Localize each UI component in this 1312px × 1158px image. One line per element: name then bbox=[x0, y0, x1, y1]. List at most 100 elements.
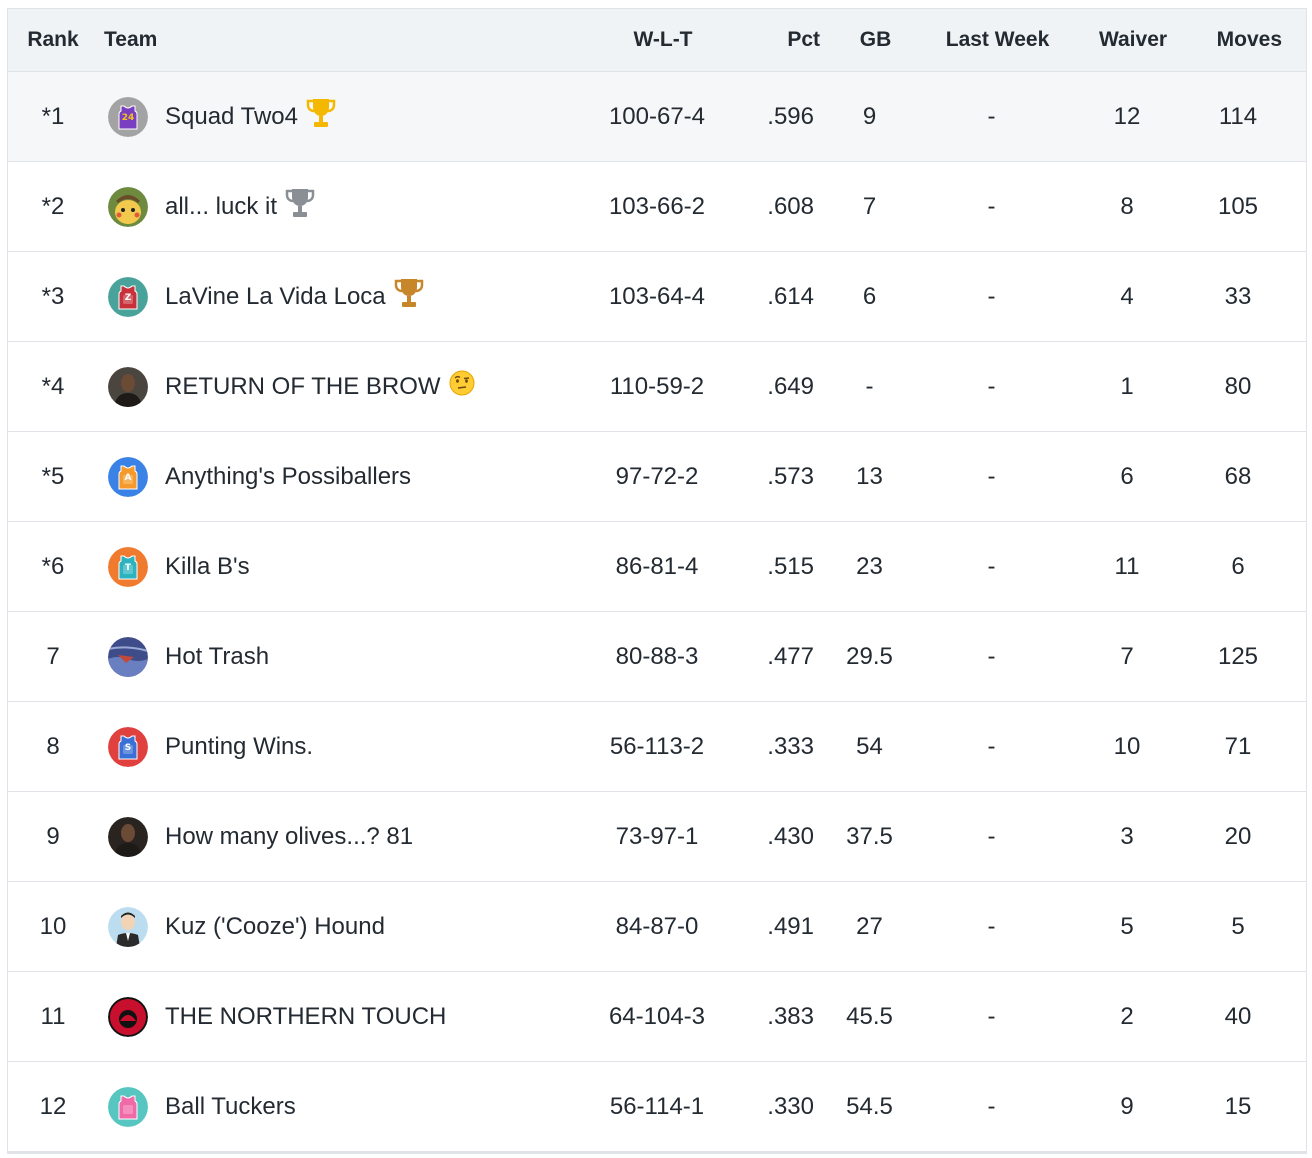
last-week-cell: - bbox=[987, 732, 996, 760]
pct-cell: .333 bbox=[767, 732, 814, 760]
portrait-photo-avatar[interactable] bbox=[108, 816, 148, 857]
waiver-cell: 10 bbox=[1113, 732, 1141, 760]
gb-cell: 13 bbox=[856, 462, 883, 490]
wlt-cell: 97-72-2 bbox=[615, 462, 699, 490]
team-name-link[interactable]: all... luck it bbox=[165, 192, 278, 220]
rank-cell: *1 bbox=[41, 102, 65, 130]
wlt-cell: 64-104-3 bbox=[608, 1002, 706, 1030]
team-cell: T Killa B's bbox=[98, 546, 584, 587]
moves-cell: 71 bbox=[1224, 732, 1252, 760]
cartoon-suit-avatar[interactable] bbox=[108, 906, 148, 947]
table-row: *1 24 Squad Two4 100-67-4 .596 9 - 12 114 bbox=[8, 72, 1306, 162]
team-name-link[interactable]: THE NORTHERN TOUCH bbox=[165, 1002, 447, 1030]
team-cell: all... luck it bbox=[98, 186, 584, 227]
table-row: *6 T Killa B's 86-81-4 .515 23 - 11 6 bbox=[8, 522, 1306, 612]
team-name-link[interactable]: RETURN OF THE BROW bbox=[165, 372, 441, 400]
jersey-t-avatar[interactable]: T bbox=[108, 546, 148, 587]
table-row: 10 Kuz ('Cooze') Hound 84-87-0 .491 27 - 5 5 bbox=[8, 882, 1306, 972]
team-cell: Z LaVine La Vida Loca bbox=[98, 276, 584, 317]
team-cell: RETURN OF THE BROW bbox=[98, 366, 584, 407]
table-row: 9 How many olives...? 81 73-97-1 .430 37.5 - 3… bbox=[8, 792, 1306, 882]
wlt-cell: 100-67-4 bbox=[608, 102, 706, 130]
pct-cell: .491 bbox=[767, 912, 814, 940]
column-header-wlt[interactable]: W-L-T bbox=[633, 28, 693, 51]
wlt-cell: 103-64-4 bbox=[608, 282, 706, 310]
pct-cell: .649 bbox=[767, 372, 814, 400]
column-header-last-week[interactable]: Last Week bbox=[945, 28, 1050, 51]
team-cell: How many olives...? 81 bbox=[98, 816, 584, 857]
column-header-moves[interactable]: Moves bbox=[1216, 28, 1282, 51]
raptors-logo-avatar[interactable] bbox=[108, 996, 148, 1037]
wlt-cell: 86-81-4 bbox=[615, 552, 699, 580]
gb-cell: 45.5 bbox=[846, 1002, 893, 1030]
rank-cell: 7 bbox=[46, 642, 60, 670]
waiver-cell: 1 bbox=[1120, 372, 1134, 400]
moves-cell: 20 bbox=[1224, 822, 1252, 850]
jersey-24-avatar[interactable]: 24 bbox=[108, 96, 148, 137]
team-cell: Ball Tuckers bbox=[98, 1086, 584, 1127]
moves-cell: 5 bbox=[1231, 912, 1245, 940]
jersey-s-avatar[interactable]: S bbox=[108, 726, 148, 767]
rank-cell: *3 bbox=[41, 282, 65, 310]
team-name-link[interactable]: Kuz ('Cooze') Hound bbox=[165, 912, 385, 940]
pct-cell: .383 bbox=[767, 1002, 814, 1030]
team-name-link[interactable]: Hot Trash bbox=[165, 642, 270, 670]
waiver-cell: 8 bbox=[1120, 192, 1134, 220]
table-row: *3 Z LaVine La Vida Loca 103-64-4 .614 6 - 4 33 bbox=[8, 252, 1306, 342]
pikachu-photo-avatar[interactable] bbox=[108, 186, 148, 227]
rank-cell: *4 bbox=[41, 372, 65, 400]
waiver-cell: 5 bbox=[1120, 912, 1134, 940]
column-header-rank[interactable]: Rank bbox=[27, 28, 79, 51]
column-header-gb[interactable]: GB bbox=[859, 28, 892, 51]
moves-cell: 33 bbox=[1224, 282, 1252, 310]
column-header-team[interactable]: Team bbox=[104, 28, 158, 51]
jersey-z-avatar[interactable]: Z bbox=[108, 276, 148, 317]
team-name-link[interactable]: Killa B's bbox=[165, 552, 250, 580]
last-week-cell: - bbox=[987, 1002, 996, 1030]
team-name-link[interactable]: Squad Two4 bbox=[165, 102, 298, 130]
moves-cell: 40 bbox=[1224, 1002, 1252, 1030]
jersey-letter: 24 bbox=[121, 112, 135, 123]
team-name-link[interactable]: LaVine La Vida Loca bbox=[165, 282, 386, 310]
rank-cell: 9 bbox=[46, 822, 60, 850]
team-cell: S Punting Wins. bbox=[98, 726, 584, 767]
wlt-cell: 103-66-2 bbox=[608, 192, 706, 220]
last-week-cell: - bbox=[987, 552, 996, 580]
raised-eyebrow-emoji bbox=[449, 370, 475, 403]
jersey-pink-avatar[interactable] bbox=[108, 1086, 148, 1127]
pct-cell: .430 bbox=[767, 822, 814, 850]
team-name-link[interactable]: Ball Tuckers bbox=[165, 1092, 296, 1120]
player-photo-avatar[interactable] bbox=[108, 366, 148, 407]
team-name-link[interactable]: How many olives...? 81 bbox=[165, 822, 414, 850]
pct-cell: .477 bbox=[767, 642, 814, 670]
pct-cell: .515 bbox=[767, 552, 814, 580]
jersey-letter: S bbox=[124, 742, 132, 753]
gb-cell: - bbox=[865, 372, 874, 400]
moves-cell: 68 bbox=[1224, 462, 1252, 490]
team-cell: A Anything's Possiballers bbox=[98, 456, 584, 497]
gb-cell: 27 bbox=[856, 912, 883, 940]
gb-cell: 54 bbox=[856, 732, 883, 760]
team-name-link[interactable]: Punting Wins. bbox=[165, 732, 314, 760]
team-name-link[interactable]: Anything's Possiballers bbox=[165, 462, 412, 490]
pct-cell: .608 bbox=[767, 192, 814, 220]
jersey-letter: Z bbox=[124, 292, 132, 303]
column-header-pct[interactable]: Pct bbox=[787, 28, 820, 51]
table-row: 8 S Punting Wins. 56-113-2 .333 54 - 10 71 bbox=[8, 702, 1306, 792]
last-week-cell: - bbox=[987, 1092, 996, 1120]
bronze-trophy-icon bbox=[394, 276, 424, 317]
table-header: Rank Team W-L-T Pct GB Last Week Waiver … bbox=[8, 9, 1306, 72]
pct-cell: .614 bbox=[767, 282, 814, 310]
waiver-cell: 7 bbox=[1120, 642, 1134, 670]
pct-cell: .330 bbox=[767, 1092, 814, 1120]
table-row: 11 THE NORTHERN TOUCH 64-104-3 .383 45.5 - 2 40 bbox=[8, 972, 1306, 1062]
jersey-a-avatar[interactable]: A bbox=[108, 456, 148, 497]
column-header-waiver[interactable]: Waiver bbox=[1098, 28, 1168, 51]
moves-cell: 6 bbox=[1231, 552, 1245, 580]
gb-cell: 7 bbox=[862, 192, 877, 220]
table-row: *4 RETURN OF THE BROW 110-59-2 .649 - - 1 80 bbox=[8, 342, 1306, 432]
painting-avatar[interactable] bbox=[108, 636, 148, 677]
gold-trophy-icon bbox=[306, 96, 336, 137]
table-row: *2 all... luck it 103-66-2 .608 7 - 8 105 bbox=[8, 162, 1306, 252]
last-week-cell: - bbox=[987, 372, 996, 400]
